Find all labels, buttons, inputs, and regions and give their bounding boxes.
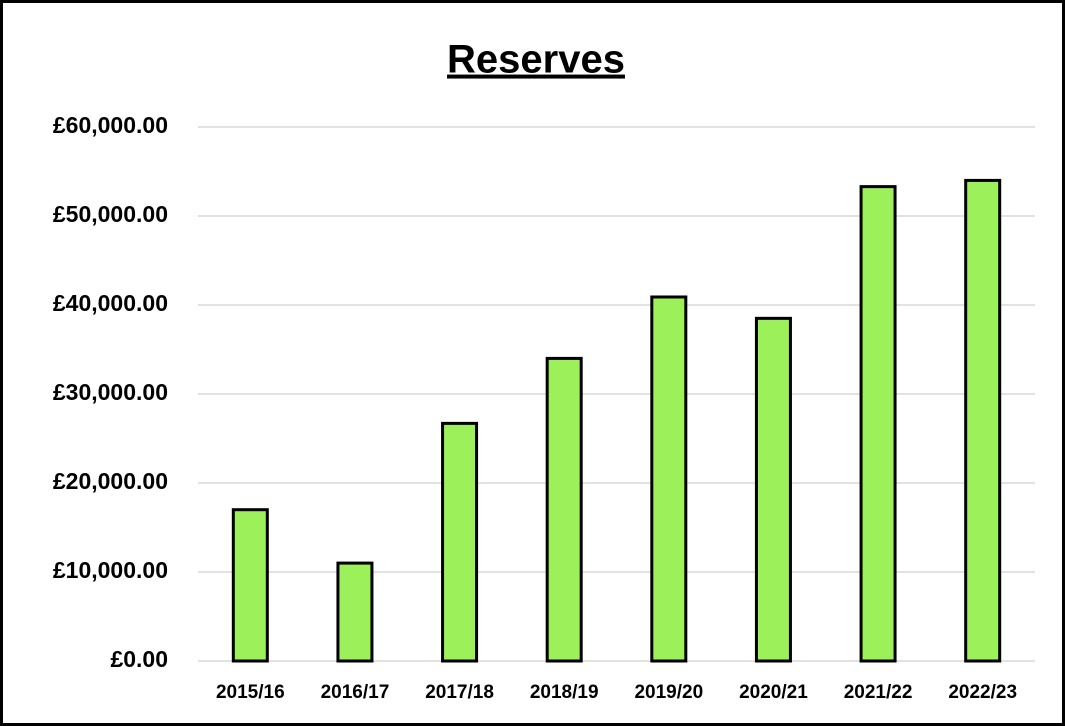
x-tick-label: 2017/18 (425, 682, 494, 703)
x-tick-label: 2018/19 (530, 682, 599, 703)
chart-title: Reserves (447, 38, 625, 82)
bar (754, 316, 792, 663)
x-tick-label: 2015/16 (216, 682, 285, 703)
y-tick-label: £0.00 (110, 646, 168, 672)
y-tick-label: £10,000.00 (53, 557, 168, 583)
bar (441, 421, 479, 663)
bar (650, 295, 688, 663)
x-tick-label: 2022/23 (948, 682, 1017, 703)
x-tick-label: 2021/22 (844, 682, 913, 703)
x-tick-label: 2020/21 (739, 682, 808, 703)
y-tick-label: £50,000.00 (53, 201, 168, 227)
bar (964, 178, 1002, 663)
x-tick-label: 2019/20 (634, 682, 703, 703)
y-tick-label: £30,000.00 (53, 379, 168, 405)
bar (859, 185, 897, 663)
y-tick-label: £40,000.00 (53, 290, 168, 316)
x-tick-label: 2016/17 (321, 682, 390, 703)
bar (545, 356, 583, 663)
bar (231, 508, 269, 663)
y-tick-label: £60,000.00 (53, 112, 168, 138)
bar (336, 561, 374, 663)
y-tick-label: £20,000.00 (53, 468, 168, 494)
